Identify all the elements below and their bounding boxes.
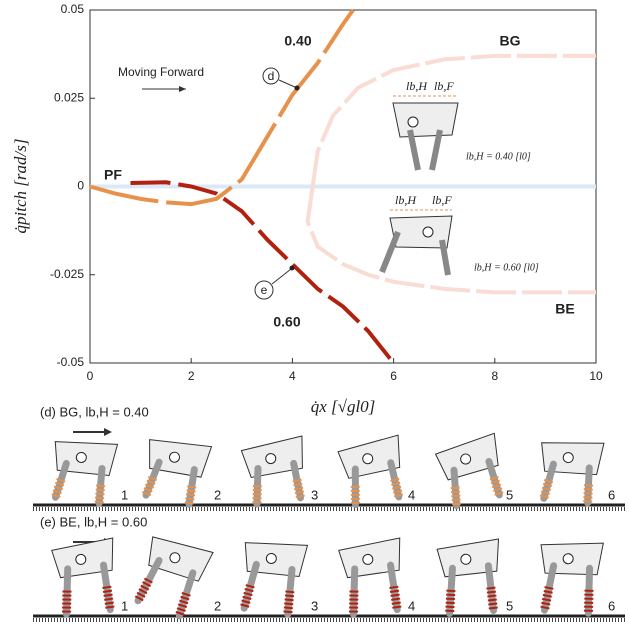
frame-number: 4 (408, 598, 415, 613)
label: lb,F (434, 79, 454, 93)
robot (138, 434, 211, 507)
arrow-head (104, 428, 112, 436)
com (461, 554, 472, 565)
x-tick-label: 8 (491, 369, 498, 383)
point-marker (295, 86, 300, 91)
series-label: 0.60 (273, 314, 300, 330)
label: lb,H (406, 79, 428, 93)
com (563, 553, 574, 564)
robot (51, 538, 120, 615)
panel-title: (d) BG, lb,H = 0.40 (40, 404, 149, 419)
robot (241, 436, 311, 505)
label: lb,H (395, 193, 417, 207)
series-line (308, 187, 596, 293)
series-label: BE (555, 301, 574, 317)
com (75, 554, 86, 565)
panel-title: (e) BE, lb,H = 0.60 (40, 514, 147, 529)
robot (536, 437, 604, 504)
robot (236, 537, 307, 616)
robot (434, 433, 509, 507)
com (408, 117, 418, 127)
frame-number: 3 (311, 598, 318, 613)
frame-number: 1 (121, 487, 128, 502)
annotation: e (261, 283, 268, 297)
y-tick-label: -0.05 (57, 355, 85, 369)
label: lb,F (432, 193, 452, 207)
label: lb,H = 0.60 [l0] (474, 262, 539, 273)
y-tick-label: -0.025 (50, 267, 84, 281)
frame-number: 3 (311, 487, 318, 502)
com (423, 227, 433, 237)
annotation: d (268, 69, 275, 83)
x-tick-label: 6 (390, 369, 397, 383)
y-tick-label: 0.05 (61, 2, 85, 16)
robot (48, 436, 118, 505)
x-axis-label: q̇x [√gl0] (311, 397, 376, 416)
point-marker (290, 266, 295, 271)
com (563, 452, 574, 463)
series-line (130, 182, 393, 363)
leader (279, 80, 297, 88)
figure: q̇x [√gl0] q̇pitch [rad/s] Moving Forwar… (0, 0, 629, 626)
frame-number: 2 (214, 598, 221, 613)
frame-number: 5 (506, 487, 513, 502)
series-label: PF (104, 167, 122, 183)
frame-number: 2 (214, 487, 221, 502)
x-tick-label: 0 (87, 369, 94, 383)
leg (382, 232, 398, 272)
y-tick-label: 0 (77, 179, 84, 193)
series-label: BG (500, 33, 521, 49)
inset-top: lb,H lb,F lb,H = 0.40 [l0] (393, 79, 531, 170)
leader (272, 269, 291, 284)
frame-number: 1 (121, 598, 128, 613)
x-tick-label: 2 (188, 369, 195, 383)
frame-number: 6 (608, 598, 615, 613)
x-tick-label: 4 (289, 369, 296, 383)
y-tick-label: 0.025 (54, 90, 84, 104)
robot (338, 538, 407, 615)
robot (337, 435, 409, 506)
frame-number: 5 (506, 598, 513, 613)
inset-bottom: lb,H lb,F lb,H = 0.60 [l0] (382, 193, 539, 275)
annotation: Moving Forward (118, 65, 204, 79)
body (393, 103, 458, 137)
robot (130, 531, 213, 619)
com (362, 554, 373, 565)
label: lb,H = 0.40 [l0] (466, 151, 531, 162)
frame-number: 6 (608, 487, 615, 502)
y-axis-label: q̇pitch [rad/s] (11, 139, 30, 234)
robot (537, 539, 604, 614)
series-label: 0.40 (284, 33, 311, 49)
x-tick-label: 10 (589, 369, 603, 383)
robot (437, 539, 504, 614)
arrow-head (179, 86, 186, 92)
frame-number: 4 (408, 487, 415, 502)
